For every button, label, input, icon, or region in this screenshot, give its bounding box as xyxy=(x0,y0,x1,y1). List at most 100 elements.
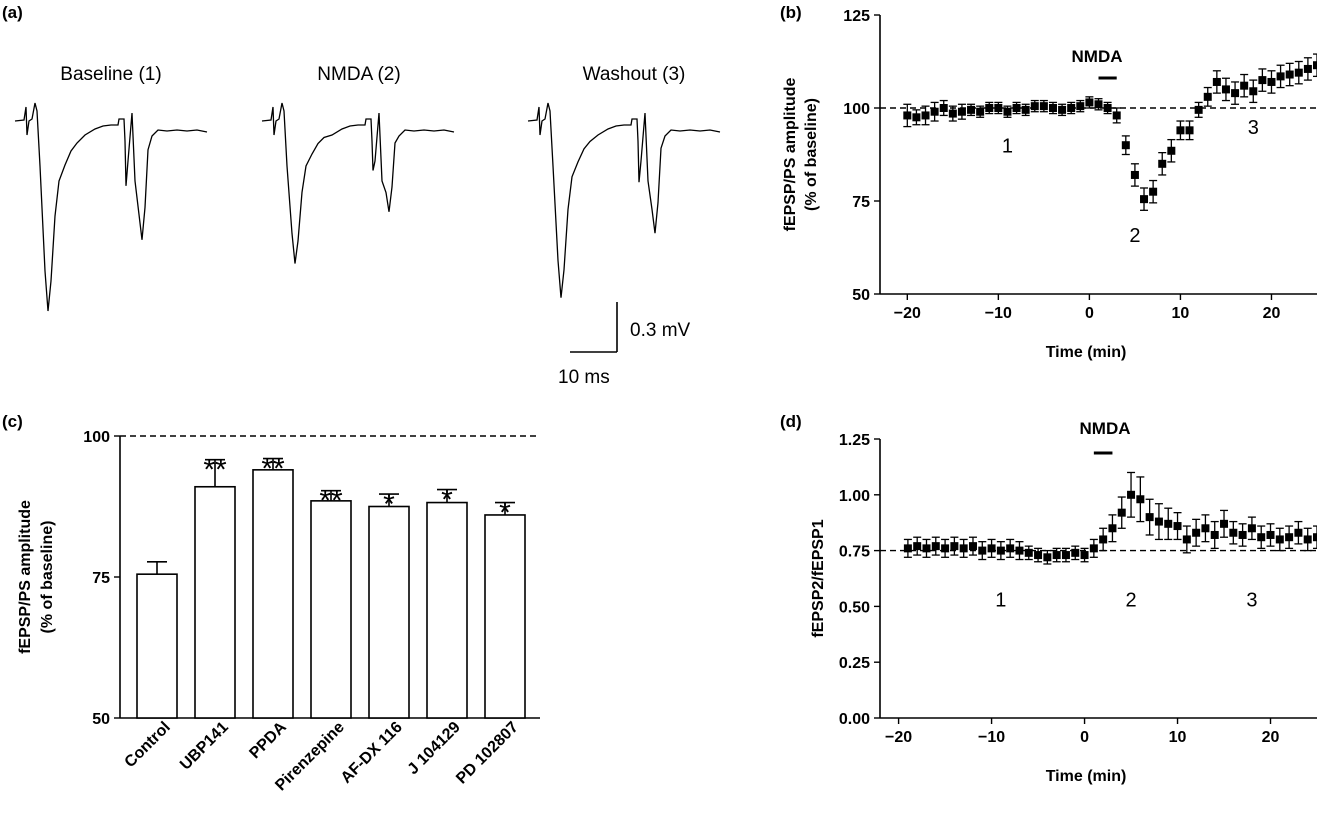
panel-b-point xyxy=(912,113,921,122)
panel-b-ytick-label: 50 xyxy=(852,287,870,304)
panel-b-point xyxy=(1121,141,1130,150)
panel-d-point xyxy=(1061,551,1070,560)
panel-c-bar xyxy=(194,485,236,719)
panel-b-point xyxy=(1012,104,1021,112)
trace-label-nmda: NMDA (2) xyxy=(317,64,400,85)
panel-c-category-label: J 104129 xyxy=(405,719,464,778)
panel-b-ytick-label: 125 xyxy=(843,8,870,25)
scale-bar-time-label: 10 ms xyxy=(558,367,610,388)
panel-b-ytick-label: 100 xyxy=(843,101,870,118)
panel-b-point xyxy=(967,105,976,114)
panel-c-significance: ** xyxy=(203,454,227,487)
panel-c-bar xyxy=(252,469,294,719)
panel-d-point xyxy=(1136,495,1145,504)
panel-d-point xyxy=(987,544,996,553)
panel-d-point xyxy=(1303,535,1312,544)
panel-d-period-1: 1 xyxy=(995,589,1006,611)
panel-c-bar xyxy=(368,505,410,719)
panel-d-point xyxy=(996,546,1005,555)
panel-c-significance: ** xyxy=(261,453,285,486)
panel-d-point xyxy=(1220,519,1229,528)
panel-b-xtick-label: 0 xyxy=(1085,305,1094,322)
panel-d-xlabel: Time (min) xyxy=(1046,768,1127,785)
panel-b-point xyxy=(957,107,966,116)
panel-c-letter: (c) xyxy=(2,412,23,431)
panel-d-point xyxy=(1257,533,1266,542)
panel-d-point xyxy=(959,544,968,553)
panel-d-ytick-label: 0.00 xyxy=(839,711,870,728)
panel-b-point xyxy=(1003,107,1012,116)
panel-d-xtick-label: −20 xyxy=(885,729,912,746)
panel-d-point xyxy=(1313,533,1317,542)
panel-b-ytick-label: 75 xyxy=(852,194,870,211)
panel-d-point xyxy=(903,544,912,553)
panel-c-ytick-label: 75 xyxy=(92,570,110,587)
panel-d-ytick-label: 1.25 xyxy=(839,432,870,449)
panel-d-xtick-label: 0 xyxy=(1080,729,1089,746)
panel-c-ylabel-line2: (% of baseline) xyxy=(39,521,56,634)
panel-c-category-label: Control xyxy=(122,719,174,771)
panel-d-point xyxy=(1229,528,1238,537)
panel-c-bar xyxy=(136,573,178,719)
panel-b-xtick-label: −10 xyxy=(985,305,1012,322)
panel-b-point xyxy=(1058,105,1067,114)
panel-b-point xyxy=(1103,104,1112,112)
panel-d-point xyxy=(1145,513,1154,522)
panel-c-bar xyxy=(426,501,468,719)
panel-d-xtick-label: 20 xyxy=(1262,729,1280,746)
panel-b-point xyxy=(1112,111,1121,120)
panel-d-point xyxy=(978,546,987,555)
panel-b-point xyxy=(1285,70,1294,79)
panel-d-point xyxy=(1127,490,1136,499)
panel-c-ylabel-line1: fEPSP/PS amplitude xyxy=(17,500,34,654)
panel-d-point xyxy=(1024,548,1033,557)
panel-d-point xyxy=(1099,535,1108,544)
panel-b-point xyxy=(1221,85,1230,94)
panel-b-ylabel-line1: fEPSP/PS amplitude xyxy=(782,77,799,231)
panel-d-ytick-label: 1.00 xyxy=(839,488,870,505)
panel-d-point xyxy=(1294,528,1303,537)
trace-washout xyxy=(527,102,721,298)
panel-b-point xyxy=(1085,98,1094,107)
panel-c-ytick-label: 100 xyxy=(83,429,110,446)
panel-b-point xyxy=(1276,72,1285,81)
panel-a-traces: Baseline (1) NMDA (2) Washout (3) 0.3 mV… xyxy=(14,64,721,388)
panel-d-point xyxy=(968,542,977,551)
panel-d-point xyxy=(1071,548,1080,557)
panel-b-xlabel: Time (min) xyxy=(1046,344,1127,361)
panel-b-period-1: 1 xyxy=(1002,136,1013,158)
panel-c-significance: * xyxy=(441,484,453,517)
panel-d-ytick-label: 0.50 xyxy=(839,599,870,616)
panel-c-bar xyxy=(484,514,526,719)
scale-bar-voltage-label: 0.3 mV xyxy=(630,320,691,341)
trace-label-baseline: Baseline (1) xyxy=(60,64,161,85)
panel-c-category-label: PPDA xyxy=(246,718,290,762)
panel-b-point xyxy=(930,107,939,116)
panel-d-point xyxy=(1117,508,1126,517)
panel-c-significance: ** xyxy=(319,485,343,518)
panel-d-point xyxy=(1285,533,1294,542)
panel-c-marks: 5075100Control**UBP141**PPDA**Pirenzepin… xyxy=(83,429,540,794)
panel-d-letter: (d) xyxy=(780,412,802,431)
panel-d-point xyxy=(1015,546,1024,555)
panel-d-ytick-label: 0.75 xyxy=(839,544,870,561)
panel-d-xtick-label: −10 xyxy=(978,729,1005,746)
panel-d-point xyxy=(913,542,922,551)
panel-b-point xyxy=(1203,92,1212,101)
panel-c-category-label: AF-DX 116 xyxy=(338,719,406,787)
panel-b-marks: 50 75 100 125 −20 −10 0 10 20 xyxy=(843,8,1317,322)
panel-d-point xyxy=(1089,544,1098,553)
panel-b-point xyxy=(994,104,1003,112)
panel-b-point xyxy=(1212,77,1221,86)
panel-b-point xyxy=(1176,126,1185,135)
panel-b-point xyxy=(1194,105,1203,114)
panel-b-point xyxy=(1313,61,1317,70)
panel-b-chart: 50 75 100 125 −20 −10 0 10 20 fEPSP/PS amplitude… xyxy=(782,8,1317,361)
panel-c-category-label: UBP141 xyxy=(177,719,232,774)
panel-b-point xyxy=(939,104,948,112)
panel-b-xtick-label: 20 xyxy=(1263,305,1281,322)
panel-d-point xyxy=(941,544,950,553)
panel-d-point xyxy=(1080,551,1089,560)
panel-d-point xyxy=(1043,553,1052,562)
panel-d-point xyxy=(1266,530,1275,539)
